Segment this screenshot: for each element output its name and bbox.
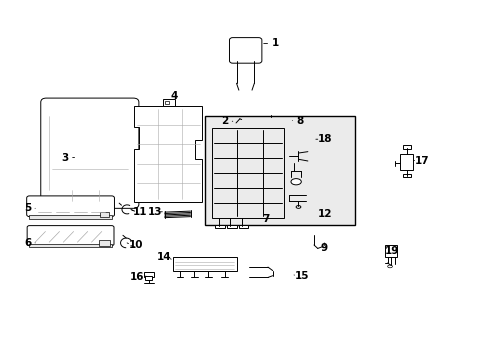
FancyBboxPatch shape [229,37,262,63]
Text: 9: 9 [320,243,327,253]
Bar [402,175,410,177]
Bar [165,101,168,104]
Text: 1: 1 [271,39,278,49]
Bar [204,116,354,225]
Bar [238,225,248,228]
Text: 5: 5 [24,203,31,213]
FancyBboxPatch shape [41,98,139,208]
Text: 7: 7 [262,214,269,224]
Bar [238,118,242,124]
Text: 17: 17 [414,156,428,166]
Text: 11: 11 [133,207,147,217]
Text: 10: 10 [128,240,142,250]
Bar [268,117,278,125]
Bar [400,154,413,170]
Polygon shape [29,244,111,247]
Text: 8: 8 [296,116,303,126]
Bar [145,276,152,279]
Text: 2: 2 [221,116,228,126]
Bar [173,257,236,271]
Bar [163,99,174,106]
Text: 12: 12 [317,209,332,219]
Bar [270,121,273,123]
Bar [402,145,410,149]
Bar [98,240,109,246]
Polygon shape [134,106,202,202]
Text: 19: 19 [385,246,399,256]
Ellipse shape [290,179,301,185]
Text: 14: 14 [156,252,171,262]
Text: 16: 16 [130,273,144,283]
Bar [143,271,154,277]
Bar [100,212,109,217]
Text: 13: 13 [148,207,162,217]
Bar [215,225,224,228]
Bar [211,128,284,218]
FancyBboxPatch shape [27,226,114,246]
Ellipse shape [387,265,391,268]
Text: 4: 4 [170,91,178,102]
Text: 3: 3 [61,153,69,162]
Polygon shape [29,215,111,219]
Bar [385,245,396,257]
Text: 18: 18 [317,134,332,144]
Text: 15: 15 [294,271,308,281]
FancyBboxPatch shape [27,196,114,217]
Text: 6: 6 [24,238,31,248]
Ellipse shape [296,206,300,208]
Bar [226,225,236,228]
